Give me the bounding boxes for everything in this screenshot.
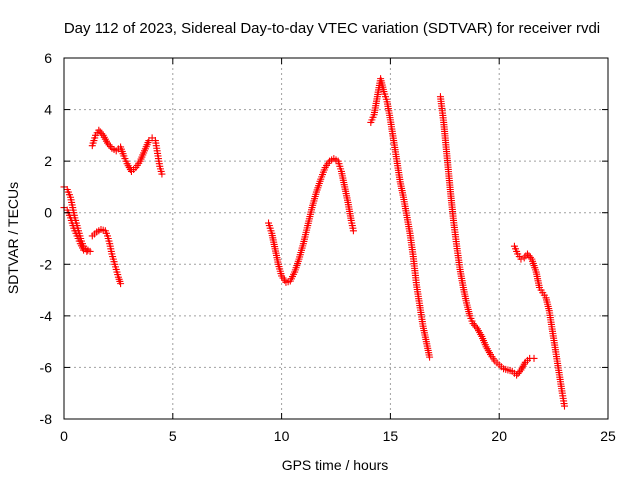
data-point bbox=[96, 128, 104, 136]
y-tick-label: 2 bbox=[44, 153, 52, 169]
data-point bbox=[560, 402, 568, 410]
grid bbox=[64, 58, 608, 419]
series-arc5 bbox=[265, 155, 357, 286]
data-points bbox=[60, 75, 568, 410]
axis-ticks bbox=[63, 57, 609, 420]
y-tick-label: 0 bbox=[44, 205, 52, 221]
data-point bbox=[104, 139, 112, 147]
data-point bbox=[517, 255, 525, 263]
data-point bbox=[95, 126, 103, 134]
series-arc8 bbox=[510, 242, 568, 410]
series-arc4 bbox=[88, 126, 166, 178]
data-point bbox=[472, 323, 480, 331]
x-tick-label: 5 bbox=[169, 428, 177, 444]
plot-frame bbox=[63, 57, 609, 420]
data-point bbox=[106, 143, 114, 151]
x-tick-label: 15 bbox=[383, 428, 399, 444]
series-arc6 bbox=[367, 75, 434, 361]
data-point bbox=[525, 252, 533, 260]
x-axis-label: GPS time / hours bbox=[282, 457, 389, 473]
y-tick-label: 6 bbox=[44, 50, 52, 66]
x-tick-label: 20 bbox=[491, 428, 507, 444]
data-point bbox=[117, 280, 125, 288]
data-point bbox=[469, 320, 477, 328]
y-tick-label: -2 bbox=[40, 256, 53, 272]
series-arc3 bbox=[88, 225, 125, 288]
y-tick-labels: -8 -6 -4 -2 0 2 4 6 bbox=[40, 50, 53, 427]
y-tick-label: 4 bbox=[44, 102, 52, 118]
data-point bbox=[105, 141, 113, 149]
data-point bbox=[349, 227, 357, 235]
chart-title: Day 112 of 2023, Sidereal Day-to-day VTE… bbox=[64, 20, 600, 37]
data-point bbox=[513, 371, 521, 379]
x-tick-label: 10 bbox=[274, 428, 290, 444]
data-point bbox=[426, 353, 434, 361]
data-point bbox=[530, 354, 538, 362]
y-tick-label: -6 bbox=[40, 359, 53, 375]
x-tick-label: 25 bbox=[600, 428, 616, 444]
series-arc2 bbox=[60, 204, 91, 255]
series-arc7 bbox=[436, 93, 538, 379]
data-point bbox=[158, 170, 166, 178]
x-tick-label: 0 bbox=[60, 428, 68, 444]
y-axis-label: SDTVAR / TECUs bbox=[5, 182, 21, 294]
data-point bbox=[523, 250, 531, 258]
data-point bbox=[471, 321, 479, 329]
data-point bbox=[80, 246, 88, 254]
data-point bbox=[98, 130, 106, 138]
data-point bbox=[516, 368, 524, 376]
data-point bbox=[514, 369, 522, 377]
y-tick-label: -8 bbox=[40, 411, 53, 427]
y-tick-label: -4 bbox=[40, 308, 53, 324]
data-point bbox=[83, 247, 91, 255]
data-point bbox=[526, 253, 534, 261]
x-tick-labels: 0 5 10 15 20 25 bbox=[60, 428, 616, 444]
